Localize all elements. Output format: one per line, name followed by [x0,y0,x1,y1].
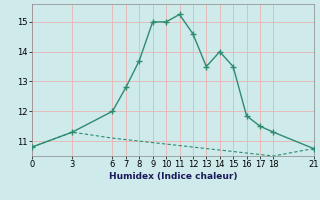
X-axis label: Humidex (Indice chaleur): Humidex (Indice chaleur) [108,172,237,181]
